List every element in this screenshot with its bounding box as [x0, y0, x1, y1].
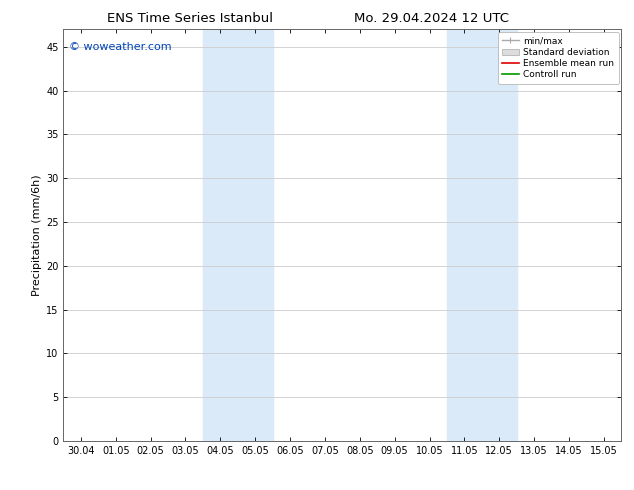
Text: Mo. 29.04.2024 12 UTC: Mo. 29.04.2024 12 UTC	[354, 12, 508, 25]
Legend: min/max, Standard deviation, Ensemble mean run, Controll run: min/max, Standard deviation, Ensemble me…	[498, 32, 619, 84]
Text: ENS Time Series Istanbul: ENS Time Series Istanbul	[107, 12, 273, 25]
Text: © woweather.com: © woweather.com	[69, 42, 172, 52]
Bar	[203, 29, 273, 441]
Bar	[447, 29, 517, 441]
Y-axis label: Precipitation (mm/6h): Precipitation (mm/6h)	[32, 174, 42, 296]
